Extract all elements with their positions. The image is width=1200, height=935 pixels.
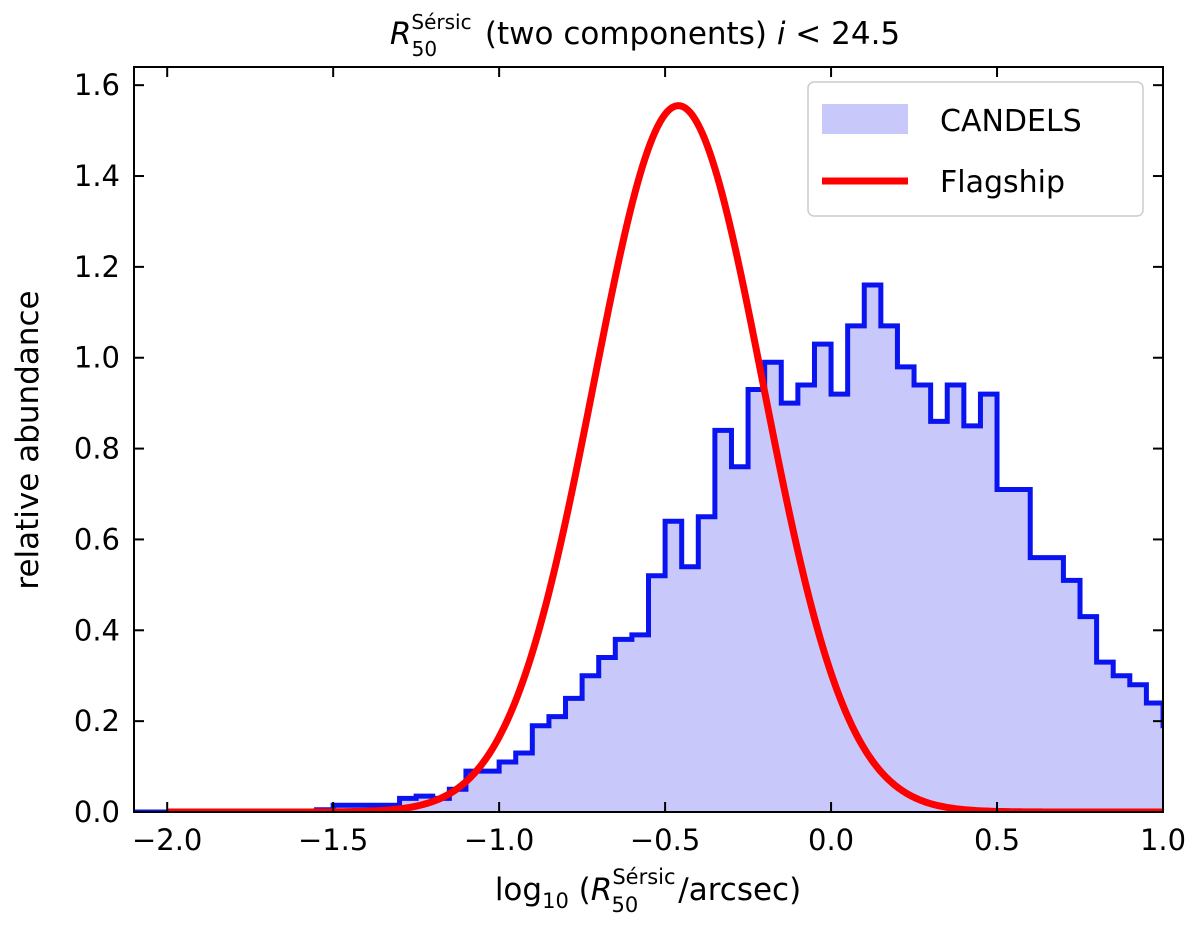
x-label-prefix-sub: 10 [542,889,569,913]
histogram-bar [615,639,633,812]
legend-label-candels: CANDELS [940,104,1082,139]
title-symbol: R [390,16,412,52]
histogram-bar [814,343,832,812]
y-tick-label: 0.6 [74,522,120,556]
x-tick-label: −1.0 [464,823,534,857]
chart-title: RSérsic 50 (two components) i < 24.5 [390,10,900,61]
histogram-bar [1162,725,1163,812]
histogram-bar [780,402,799,812]
y-tick-label: 1.6 [74,68,120,102]
title-subscript: 50 [412,37,437,61]
legend: CANDELS Flagship [807,81,1144,217]
histogram-bar [482,770,500,812]
y-tick-label: 1.0 [74,341,120,375]
histogram-bar [681,566,699,812]
histogram-bar [1180,744,1197,812]
histogram-bar [1046,557,1064,812]
title-condition-rest: < 24.5 [785,16,900,52]
x-axis: −2.0 −1.5 −1.0 −0.5 0.0 0.5 1.0 [132,67,1186,857]
y-tick-label: 0.0 [74,795,120,829]
y-tick-label: 1.2 [74,250,120,284]
title-superscript: Sérsic [411,10,471,34]
x-tick-label: −0.5 [630,823,700,857]
x-axis-label: log10 (RSérsic 50/arcsec) [495,865,801,917]
histogram-bar [1029,557,1048,812]
legend-swatch-candels [822,104,908,134]
histogram-bar [963,425,981,812]
x-tick-label: 1.0 [1140,823,1186,857]
y-tick-label: 0.4 [74,613,120,647]
histogram-bar [897,366,915,812]
x-tick-label: 0.0 [808,823,854,857]
histogram-bar [631,634,649,812]
x-label-open: ( [569,872,591,908]
axes-frame [133,66,1164,813]
histogram-bar [913,384,931,812]
y-tick-label: 1.4 [74,159,120,193]
y-tick-label: 0.8 [74,432,120,466]
y-tick-label: 0.2 [74,704,120,738]
histogram-bar [598,657,616,812]
title-condition-var: i [777,16,786,52]
x-label-suffix: /arcsec) [678,872,801,908]
histogram-bar [880,325,898,812]
x-label-subscript: 50 [612,893,639,917]
legend-label-flagship: Flagship [940,165,1065,200]
histogram-bar [731,466,749,812]
x-label-prefix: log [495,872,542,908]
x-tick-label: −1.5 [298,823,368,857]
x-tick-label: −2.0 [132,823,202,857]
histogram-bar [1112,675,1131,812]
histogram-bar [1096,661,1114,812]
histogram-bar [863,284,882,812]
histogram-bar [996,489,1014,812]
histogram-bar [930,421,948,812]
y-axis: 0.0 0.2 0.4 0.6 0.8 1.0 1.2 1.4 1.6 [74,68,1163,829]
histogram-bar [830,393,848,812]
histogram-bar [946,384,965,812]
x-label-superscript: Sérsic [612,865,675,889]
histogram-bar [1196,757,1200,812]
title-text: (two components) [475,16,777,52]
y-axis-label: relative abundance [10,290,46,589]
x-tick-label: 0.5 [974,823,1020,857]
histogram-bar [548,716,566,812]
x-label-symbol: R [591,872,613,908]
